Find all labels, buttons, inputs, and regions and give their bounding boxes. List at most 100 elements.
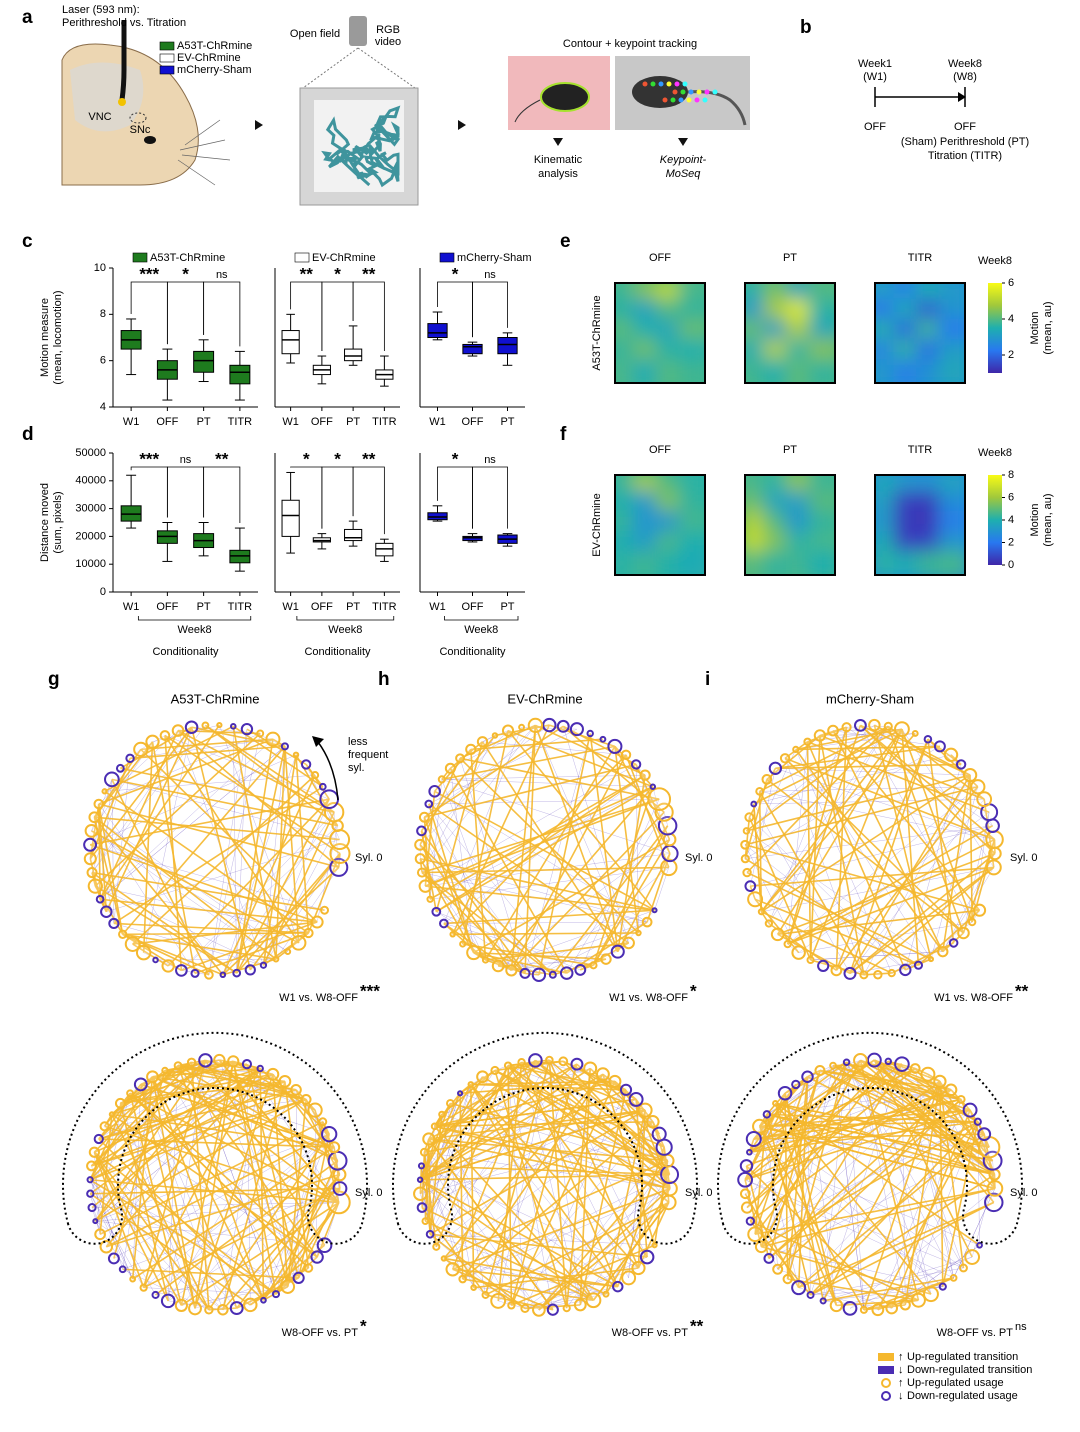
x-tick-label: W1	[282, 416, 299, 428]
syllable-node	[456, 1090, 464, 1097]
region-label: SNc	[130, 124, 151, 136]
up-transition	[441, 745, 616, 781]
heatmap-title: PT	[783, 252, 797, 264]
x-tick-label: OFF	[462, 601, 484, 613]
syllable-node	[621, 1270, 637, 1286]
syllable-node	[505, 964, 518, 977]
laser-label: Laser (593 nm):	[62, 4, 140, 16]
significance-bracket	[352, 281, 385, 352]
up-transition	[753, 1059, 875, 1140]
comparison-label: W1 vs. W8-OFF	[279, 992, 358, 1004]
up-transition	[605, 1188, 671, 1295]
significance-label: ***	[139, 264, 159, 283]
syllable-node	[764, 919, 774, 928]
syllable-node	[859, 1305, 868, 1314]
syllable-node	[232, 968, 242, 978]
heatmap-title: TITR	[908, 252, 932, 264]
syllable-node	[145, 734, 160, 749]
up-transition	[419, 1179, 619, 1288]
significance-label: *	[334, 264, 341, 283]
heatmap-cells	[875, 283, 965, 383]
significance-label: **	[300, 264, 314, 283]
network-title: A53T-ChRmine	[171, 691, 260, 706]
up-transition	[190, 1062, 210, 1310]
down-transition	[89, 1179, 210, 1311]
up-transition	[534, 1059, 669, 1162]
up-transition	[806, 741, 907, 971]
down-transition	[91, 1074, 274, 1208]
up-transition	[105, 1067, 261, 1248]
syllable-node	[422, 1132, 436, 1146]
heatmap-title: TITR	[908, 444, 932, 456]
heatmap-cell	[808, 551, 835, 575]
syllable-node	[503, 1061, 513, 1070]
syllable-node	[87, 878, 103, 894]
syllable-node	[213, 1053, 226, 1067]
syllable-node	[332, 1167, 347, 1182]
down-transition	[745, 1179, 954, 1279]
up-transition	[420, 830, 526, 974]
colorbar	[988, 283, 1002, 373]
legend-label: Down-regulated transition	[907, 1364, 1032, 1376]
up-transition	[93, 1151, 169, 1302]
up-transition	[122, 933, 182, 972]
syllable-node	[868, 718, 881, 732]
up-transition	[887, 725, 985, 800]
up-transition	[784, 1093, 789, 1280]
syllable-node	[290, 935, 307, 951]
syllable-node	[923, 1286, 939, 1303]
up-transition	[120, 1080, 286, 1105]
syllable-node	[310, 1250, 324, 1264]
keypoint	[674, 81, 680, 87]
up-transition	[435, 741, 484, 912]
keypoint	[694, 97, 700, 103]
up-transition	[459, 1093, 464, 1280]
significance-bracket	[321, 466, 354, 529]
syllable-node	[777, 1086, 793, 1101]
down-transition	[746, 830, 932, 960]
panel-label: c	[22, 231, 33, 252]
down-transition	[810, 951, 943, 961]
up-transition	[111, 779, 210, 976]
syllable-node	[651, 907, 658, 914]
down-transition	[113, 758, 131, 924]
up-transition	[164, 735, 300, 944]
significance-label: *	[452, 264, 459, 283]
up-transition	[759, 1125, 996, 1190]
keypoint	[642, 81, 648, 87]
up-transition	[421, 1165, 670, 1176]
down-transition	[663, 812, 668, 826]
up-transition	[428, 803, 475, 953]
down-transition	[434, 791, 648, 923]
syllable-node	[761, 774, 773, 785]
syllable-node	[310, 771, 320, 780]
syllable-node	[467, 1081, 475, 1088]
group-bracket	[137, 616, 252, 621]
significance-bracket	[166, 466, 205, 518]
x-axis-label: Conditionality	[152, 646, 219, 658]
down-transition	[90, 1193, 133, 1280]
up-transition	[419, 1109, 646, 1181]
syllable-node	[637, 1102, 653, 1118]
y-axis-label: Motion measure	[39, 298, 51, 377]
up-transition	[194, 932, 309, 975]
syllable-node	[431, 906, 442, 917]
syllable-node	[783, 939, 792, 949]
down-transition	[94, 817, 196, 974]
up-transition	[420, 857, 655, 912]
syllable-node	[744, 812, 755, 823]
up-transition	[89, 1193, 251, 1306]
significance-label: **	[362, 264, 376, 283]
up-transition	[901, 728, 973, 923]
syllable-node	[326, 1190, 351, 1215]
syllable-node	[988, 846, 1002, 861]
syllable-node	[428, 785, 441, 798]
legend-swatch	[159, 53, 175, 63]
up-transition	[130, 745, 285, 760]
significance-label: ns	[180, 454, 192, 466]
up-transition	[452, 932, 639, 936]
x-axis-label: Conditionality	[304, 646, 371, 658]
significance-label: ***	[139, 449, 159, 468]
up-transition	[507, 729, 654, 788]
down-transition	[94, 1152, 237, 1309]
